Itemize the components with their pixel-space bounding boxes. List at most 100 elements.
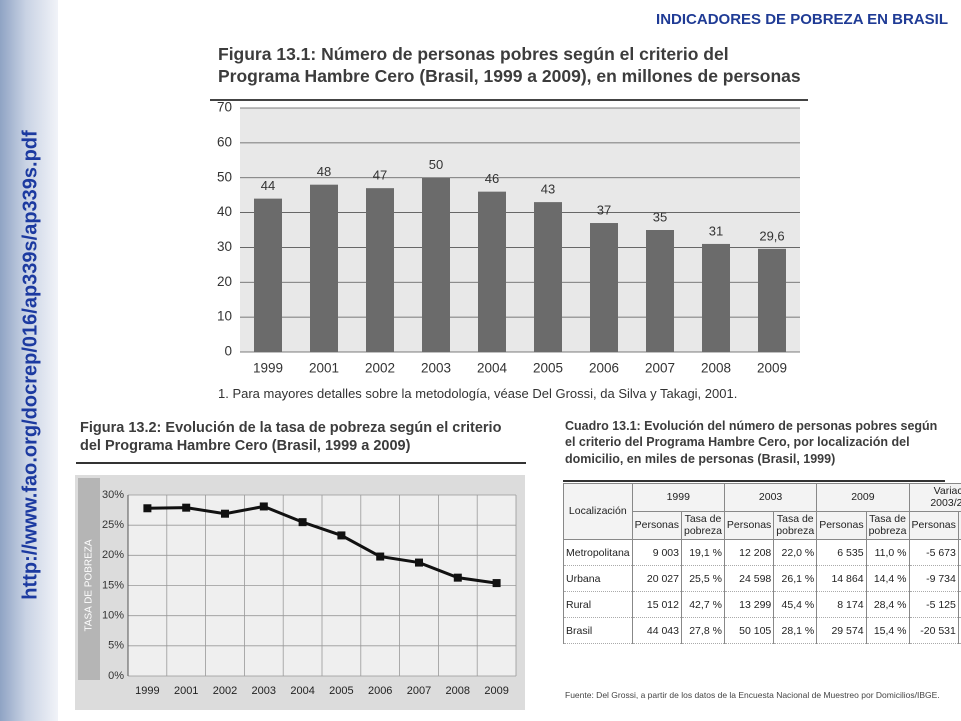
table-cell: 50 105: [723, 617, 775, 645]
marker: [143, 504, 152, 513]
bar: [366, 188, 394, 352]
y-axis-label: TASA DE POBREZA: [84, 539, 95, 631]
table-row: Metropolitana 9 003 19,1 % 12 208 22,0 % 6 53…: [563, 539, 961, 567]
table-cell: 24 598: [723, 565, 775, 593]
y-tick-label: 20: [217, 274, 232, 289]
table-cell: 15 012: [631, 591, 682, 619]
table-title: Cuadro 13.1: Evolución del número de per…: [565, 419, 938, 466]
bar: [534, 202, 562, 352]
value-label: 50: [429, 157, 443, 172]
table-row: Urbana 20 027 25,5 % 24 598 26,1 % 14 864 14,4…: [563, 565, 961, 593]
y-tick-label: 30%: [102, 489, 124, 501]
table-row: Rural 15 012 42,7 % 13 299 45,4 % 8 174 28,4 %…: [563, 591, 961, 619]
bar: [758, 248, 786, 352]
x-tick-label: 2006: [368, 685, 392, 697]
marker: [376, 552, 385, 561]
sub-header: Tasa de pobreza: [680, 511, 725, 541]
sub-header: Personas: [816, 511, 867, 541]
chart-note: 1. Para mayores detalles sobre la metodo…: [218, 386, 738, 401]
sub-header: Tasa de pobreza: [773, 511, 818, 541]
chart-title: Figura 13.1: Número de personas pobres s…: [218, 44, 801, 86]
row-label: Rural: [563, 591, 633, 619]
marker: [453, 573, 462, 582]
group-header: Variación 2003/2009: [908, 482, 961, 513]
value-label: 47: [373, 168, 387, 183]
chart-title: Figura 13.2: Evolución de la tasa de pob…: [80, 420, 502, 455]
value-label: 44: [261, 178, 275, 193]
y-tick-label: 0%: [108, 670, 124, 682]
value-label: 29,6: [759, 228, 784, 243]
bar: [422, 177, 450, 352]
sub-header: Personas: [908, 511, 959, 541]
table-cell: 19,1 %: [680, 539, 725, 567]
x-tick-label: 2008: [701, 361, 731, 376]
table-cell: -9 734: [908, 565, 959, 593]
x-tick-label: 2007: [645, 361, 675, 376]
marker: [182, 503, 191, 512]
x-tick-label: 1999: [253, 361, 283, 376]
table-cell: 15,4 %: [865, 617, 910, 645]
bar: [310, 184, 338, 352]
sub-header: Personas: [723, 511, 775, 541]
table-cell: 44 043: [631, 617, 682, 645]
marker: [337, 531, 346, 540]
bar: [590, 223, 618, 352]
x-tick-label: 2004: [477, 361, 508, 376]
value-label: 37: [597, 202, 611, 217]
header-row: Personas Tasa de pobreza Personas Tasa de p…: [564, 511, 961, 541]
marker: [221, 509, 229, 518]
y-tick-label: 15%: [102, 579, 124, 591]
x-tick-label: 2003: [421, 361, 451, 376]
title-rule: [76, 462, 526, 464]
slide-title: INDICADORES DE POBREZA EN BRASIL: [656, 11, 948, 28]
x-tick-label: 2009: [484, 685, 508, 697]
table-cell: 45,4 %: [773, 591, 818, 619]
y-tick-label: 5%: [108, 640, 124, 652]
marker: [259, 502, 268, 511]
table-cell: -20 531: [908, 617, 959, 645]
x-tick-label: 2005: [329, 685, 353, 697]
table-cell: 25,5 %: [680, 565, 725, 593]
table-cell: 20 027: [631, 565, 682, 593]
x-tick-label: 2007: [407, 685, 431, 697]
y-tick-label: 10%: [102, 610, 124, 622]
y-tick-label: 70: [217, 100, 232, 115]
group-header: 1999: [631, 482, 725, 513]
axis-band: [78, 478, 100, 680]
group-header: 2003: [723, 482, 818, 513]
x-tick-label: 2008: [446, 685, 470, 697]
value-label: 43: [541, 182, 555, 197]
table-cell: 26,1 %: [773, 565, 818, 593]
table-cell: 42,7 %: [680, 591, 725, 619]
x-tick-label: 2006: [589, 361, 619, 376]
header-row: Localización199920032009Variación 2003/2…: [563, 482, 961, 541]
marker: [415, 558, 423, 567]
bar: [478, 191, 506, 352]
table-cell: 27,8 %: [680, 617, 725, 645]
value-label: 35: [653, 209, 667, 224]
x-tick-label: 2002: [365, 361, 395, 376]
bar: [702, 243, 730, 352]
y-tick-label: 10: [217, 309, 232, 324]
table-source: Fuente: Del Grossi, a partir de los dato…: [565, 690, 940, 700]
table-cell: 28,4 %: [865, 591, 910, 619]
table-cell: 29 574: [816, 617, 867, 645]
value-label: 46: [485, 171, 499, 186]
y-tick-label: 60: [217, 134, 232, 149]
table-cell: 22,0 %: [773, 539, 818, 567]
y-tick-label: 30: [217, 239, 232, 254]
x-tick-label: 2009: [757, 361, 787, 376]
table-cell: 11,0 %: [865, 539, 910, 567]
table-cell: 13 299: [723, 591, 775, 619]
y-tick-label: 0: [224, 344, 232, 359]
value-label: 48: [317, 164, 331, 179]
table-cell: -5 673: [908, 539, 959, 567]
x-tick-label: 2003: [252, 685, 276, 697]
row-label: Urbana: [563, 565, 633, 593]
group-header: 2009: [816, 482, 910, 513]
bar: [646, 230, 674, 352]
marker: [492, 579, 501, 588]
x-tick-label: 2004: [290, 685, 314, 697]
x-tick-label: 2001: [309, 361, 339, 376]
